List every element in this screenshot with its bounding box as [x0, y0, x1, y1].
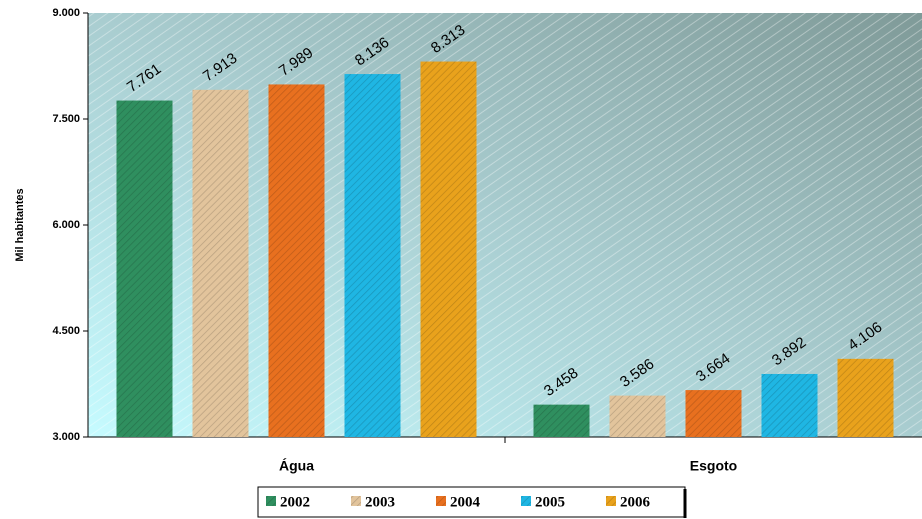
bar-texture	[685, 390, 742, 437]
legend-swatch-texture	[351, 496, 361, 506]
bar-texture	[609, 395, 666, 437]
bar-texture	[116, 100, 173, 437]
legend-label: 2006	[620, 494, 651, 510]
legend-label: 2002	[280, 494, 310, 510]
bar-texture	[344, 74, 401, 437]
x-tick-label: Esgoto	[690, 458, 737, 474]
bar-texture	[268, 84, 325, 437]
y-tick-label: 4.500	[52, 325, 80, 337]
bar-texture	[533, 404, 590, 437]
bar-texture	[420, 61, 477, 437]
legend-label: 2003	[365, 494, 395, 510]
y-tick-label: 7.500	[52, 113, 80, 125]
legend-swatch-texture	[606, 496, 616, 506]
bar-texture	[837, 358, 894, 437]
bar-texture	[761, 373, 818, 437]
legend-label: 2005	[535, 494, 565, 510]
bar-texture	[192, 89, 249, 437]
legend-swatch-texture	[266, 496, 276, 506]
legend-swatch-texture	[521, 496, 531, 506]
legend-swatch-texture	[436, 496, 446, 506]
y-axis-title: Mil habitantes	[14, 188, 26, 261]
y-tick-label: 6.000	[52, 219, 80, 231]
y-tick-label: 3.000	[52, 431, 80, 443]
y-tick-label: 9.000	[52, 7, 80, 19]
x-tick-label: Água	[279, 458, 314, 474]
legend-label: 2004	[450, 494, 481, 510]
